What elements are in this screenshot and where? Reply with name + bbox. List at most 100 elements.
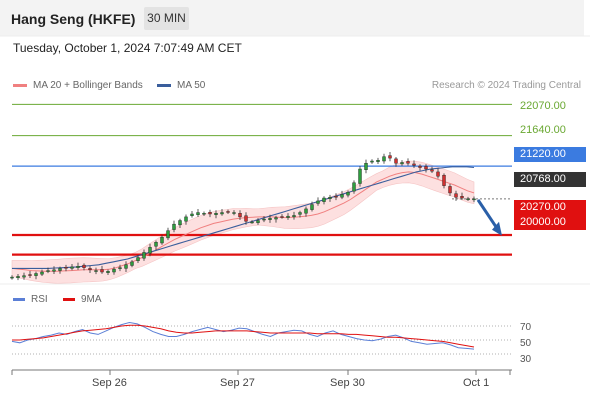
candle-body: [34, 273, 38, 276]
timestamp: Tuesday, October 1, 2024 7:07:49 AM CET: [13, 41, 242, 55]
support-1-label: 20270.00: [514, 200, 586, 215]
candle-body: [412, 163, 416, 166]
rsi-layer: [11, 321, 512, 355]
candle-body: [268, 218, 272, 220]
candle-body: [346, 192, 350, 196]
candle-body: [202, 213, 206, 215]
rsi-line: [11, 321, 475, 350]
ma20-legend: MA 20 + Bollinger Bands: [13, 80, 143, 91]
interval-button[interactable]: 30 MIN: [144, 7, 189, 30]
candle-body: [220, 212, 224, 215]
candle-body: [100, 269, 104, 273]
candle-body: [424, 166, 428, 170]
candle-body: [214, 213, 218, 215]
candle-body: [70, 266, 74, 269]
candle-body: [358, 168, 362, 184]
candle-body: [322, 197, 326, 202]
candle-body: [316, 200, 320, 204]
last-price-label: 20768.00: [514, 172, 586, 187]
rsi-legend-swatch: [13, 298, 25, 301]
research-credit: Research © 2024 Trading Central: [431, 80, 581, 91]
candle-body: [40, 271, 44, 275]
candle-body: [136, 257, 140, 261]
candle-body: [448, 186, 452, 194]
rsi-tick-70: 70: [520, 322, 532, 333]
candle-body: [406, 161, 410, 164]
rsi-ma-legend-label: 9MA: [81, 294, 102, 305]
candle-body: [364, 162, 368, 170]
candle-body: [352, 182, 356, 192]
candle-body: [142, 252, 146, 259]
candle-body: [418, 165, 422, 168]
x-tick-sep30: Sep 30: [330, 377, 365, 389]
chart-header: Hang Seng (HKFE) 30 MIN: [0, 0, 584, 36]
candle-body: [148, 247, 152, 254]
candle-body: [388, 155, 392, 159]
x-tick-sep26: Sep 26: [92, 377, 127, 389]
candle-body: [472, 198, 476, 201]
candle-body: [178, 220, 182, 226]
rsi-ma-line: [12, 324, 475, 348]
ma50-legend-label: MA 50: [177, 80, 206, 91]
candle-body: [460, 196, 464, 199]
candle-body: [154, 242, 158, 247]
time-axis-layer: [0, 35, 590, 375]
candle-body: [76, 266, 80, 268]
candle-body: [292, 215, 296, 218]
bollinger-band-layer: [11, 160, 475, 284]
rsi-legend: RSI: [13, 294, 48, 305]
candle-body: [28, 274, 32, 276]
candle-body: [124, 264, 128, 269]
rsi-ma-legend-swatch: [63, 298, 75, 301]
ma50-legend-swatch: [157, 84, 171, 87]
rsi-legend-label: RSI: [31, 294, 48, 305]
candle-body: [16, 276, 20, 279]
ma50-line: [12, 166, 475, 269]
candle-body: [244, 215, 248, 222]
candle-body: [250, 221, 254, 224]
candle-body: [190, 213, 194, 216]
x-tick-sep27: Sep 27: [220, 377, 255, 389]
ma50-legend: MA 50: [157, 80, 205, 91]
rsi-ma-legend: 9MA: [63, 294, 102, 305]
candle-body: [208, 211, 212, 215]
candle-body: [58, 268, 62, 271]
candle-body: [82, 264, 86, 268]
candle-body: [340, 194, 344, 198]
candle-body: [286, 215, 290, 218]
bollinger-band: [11, 160, 475, 284]
candle-body: [430, 169, 434, 172]
candle-body: [106, 271, 110, 273]
candle-body: [442, 174, 446, 186]
candle-body: [184, 216, 188, 222]
instrument-title: Hang Seng (HKFE): [11, 11, 136, 27]
support-2-label: 20000.00: [514, 215, 586, 230]
x-tick-oct1: Oct 1: [463, 377, 490, 389]
candle-body: [298, 212, 302, 215]
candle-body: [310, 204, 314, 210]
level-lines-layer: [12, 103, 512, 256]
rsi-tick-50: 50: [520, 338, 532, 349]
candle-body: [238, 213, 242, 218]
candle-body: [466, 198, 470, 200]
candle-body: [436, 171, 440, 177]
candle-body: [274, 217, 278, 220]
candle-body: [160, 236, 164, 244]
candle-body: [88, 268, 92, 271]
ma20-legend-swatch: [13, 84, 27, 87]
candle-body: [394, 158, 398, 164]
candle-body: [10, 276, 14, 279]
candle-body: [112, 268, 116, 273]
candle-body: [226, 211, 230, 213]
projection-arrow-head: [492, 221, 502, 236]
candle-body: [382, 156, 386, 162]
ma20-legend-label: MA 20 + Bollinger Bands: [33, 80, 143, 91]
candle-body: [94, 270, 98, 272]
candle-body: [46, 270, 50, 272]
candle-body: [64, 267, 68, 269]
candle-body: [454, 193, 458, 198]
candle-body: [172, 223, 176, 230]
candle-body: [304, 208, 308, 214]
candle-body: [22, 275, 26, 278]
